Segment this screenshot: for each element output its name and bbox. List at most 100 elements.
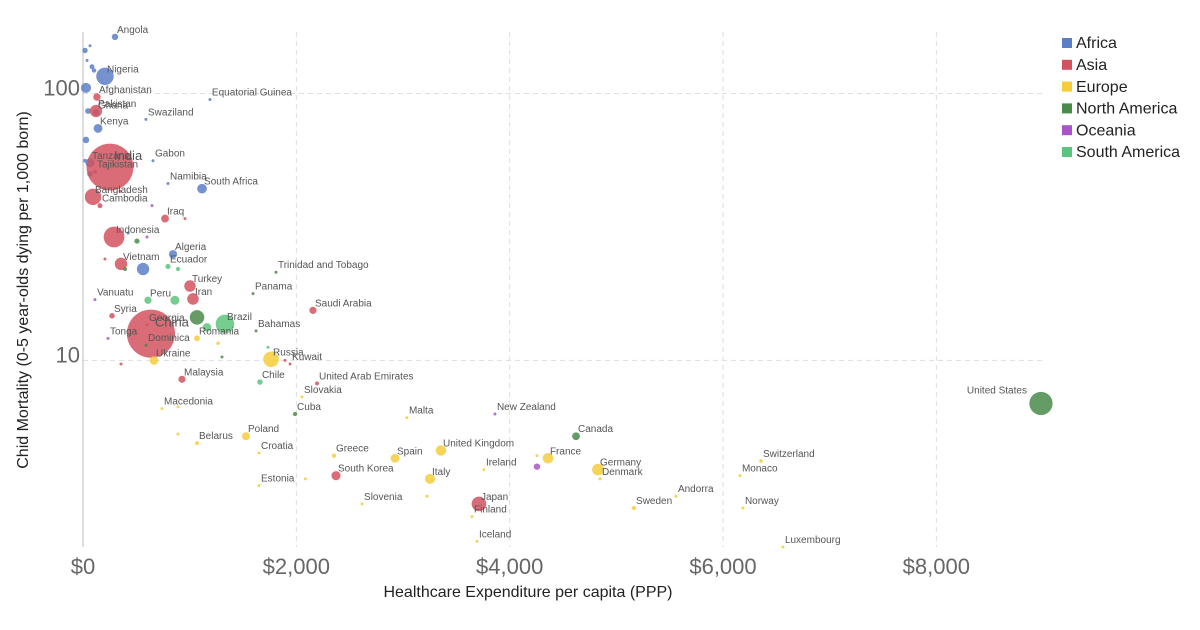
point-label: Algeria	[175, 242, 207, 253]
bubble	[215, 314, 235, 334]
bubble	[175, 266, 181, 272]
bubble	[315, 381, 319, 386]
point-label: United Kingdom	[443, 438, 514, 449]
point-label: Syria	[114, 304, 137, 315]
point-label: South Africa	[204, 177, 258, 188]
bubble	[85, 108, 91, 114]
bubble	[176, 405, 180, 409]
bubble	[93, 298, 97, 302]
point-label: Ecuador	[170, 254, 208, 265]
point-label: Kuwait	[292, 352, 322, 363]
bubble	[119, 362, 123, 366]
bubble	[150, 204, 154, 208]
point-label: United States	[967, 385, 1027, 396]
y-axis-title: Chid Mortality (0-5 year-olds dying per …	[15, 111, 32, 469]
bubble	[254, 329, 258, 333]
bubble	[187, 293, 199, 305]
point-label: Tonga	[110, 326, 138, 337]
point-label: Indonesia	[116, 225, 160, 236]
point-label: Panama	[255, 282, 293, 293]
grid	[83, 32, 1043, 547]
point-label: Sweden	[636, 496, 672, 507]
point-label: Macedonia	[164, 397, 213, 408]
point-label: Greece	[336, 444, 369, 455]
bubble	[674, 494, 678, 498]
bubble	[144, 296, 152, 304]
bubble	[781, 545, 785, 549]
bubble	[471, 496, 487, 512]
y-tick-label: 10	[56, 342, 80, 367]
bubble	[136, 262, 150, 276]
point-label: Slovenia	[364, 492, 403, 503]
point-label: Saudi Arabia	[315, 298, 372, 309]
bubble	[183, 217, 187, 221]
bubble	[435, 445, 447, 456]
bubble	[160, 407, 164, 411]
point-label: Slovakia	[304, 385, 342, 396]
bubble	[109, 313, 115, 319]
point-label: Equatorial Guinea	[212, 87, 292, 98]
bubble	[86, 143, 134, 191]
bubble	[592, 463, 604, 476]
bubble	[170, 295, 180, 305]
bubble	[331, 453, 337, 458]
x-axis-title: Healthcare Expenditure per capita (PPP)	[383, 584, 672, 601]
legend-marker	[1062, 59, 1072, 70]
bubble	[88, 44, 92, 48]
bubble	[145, 235, 149, 239]
bubble	[741, 506, 745, 510]
bubble	[93, 124, 103, 133]
bubble	[93, 93, 101, 101]
point-labels: Angola Nigeria Swaziland Equatorial Guinea G…	[92, 25, 1027, 546]
point-label: Afghanistan	[99, 85, 152, 96]
bubble	[194, 335, 200, 342]
bubble	[89, 64, 95, 70]
bubble	[123, 267, 127, 271]
point-label: New Zealand	[497, 402, 556, 413]
bubble	[283, 358, 287, 362]
point-label: Angola	[117, 25, 149, 36]
bubble	[178, 375, 186, 383]
point-label: India	[114, 148, 143, 163]
bubble	[184, 280, 196, 292]
bubble	[82, 47, 88, 54]
bubble	[405, 416, 409, 420]
bubble	[493, 412, 497, 416]
bubble	[292, 411, 298, 417]
bubble	[251, 292, 255, 296]
bubble	[738, 474, 742, 478]
bubble	[85, 58, 89, 62]
point-label: Bahamas	[258, 319, 300, 330]
bubble	[151, 159, 155, 163]
legend-label: Oceania	[1076, 122, 1136, 139]
y-tick-label: 100	[43, 76, 80, 101]
bubble	[475, 539, 479, 543]
bubble	[80, 82, 92, 93]
legend-label: Europe	[1076, 79, 1128, 96]
bubble	[176, 432, 180, 436]
bubble	[572, 432, 580, 441]
point-label: Cuba	[297, 402, 321, 413]
bubble	[166, 182, 170, 186]
legend-label: South America	[1076, 144, 1180, 161]
legend-label: Africa	[1076, 35, 1117, 52]
bubble	[309, 306, 317, 314]
legend: Africa Asia Europe North America Oceania Sout…	[1062, 35, 1180, 161]
bubble	[82, 136, 90, 144]
point-label: Denmark	[602, 467, 644, 478]
bubble	[126, 309, 176, 358]
point-label: Norway	[745, 496, 779, 507]
bubble	[97, 203, 103, 209]
bubble	[300, 395, 304, 399]
bubble	[598, 477, 602, 481]
bubble	[241, 432, 250, 441]
x-tick-label: $6,000	[689, 554, 756, 579]
point-label: Iraq	[167, 207, 184, 218]
bubble	[360, 502, 364, 506]
point-label: Ghana	[98, 100, 128, 111]
point-label: Peru	[150, 288, 171, 299]
point-label: Kenya	[100, 116, 129, 127]
point-label: Turkey	[192, 274, 222, 285]
legend-marker	[1062, 125, 1072, 136]
